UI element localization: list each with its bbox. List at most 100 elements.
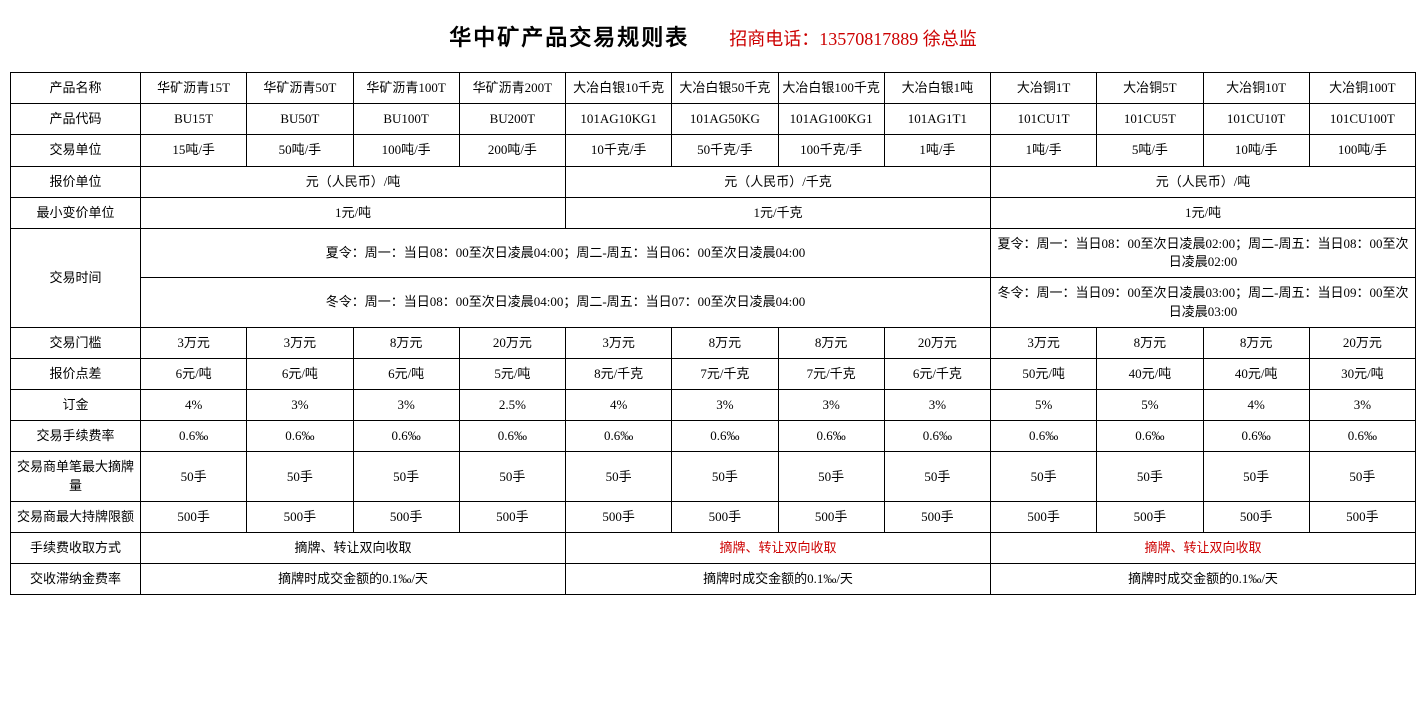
cell: 50手 [141, 452, 247, 501]
row-label: 交收滞纳金费率 [11, 564, 141, 595]
cell: 101CU5T [1097, 104, 1203, 135]
cell: 3% [778, 390, 884, 421]
cell: 50手 [247, 452, 353, 501]
cell: 6元/吨 [247, 358, 353, 389]
cell: 100吨/手 [1309, 135, 1415, 166]
cell: 华矿沥青200T [459, 73, 565, 104]
cell: 0.6‰ [1203, 421, 1309, 452]
cell: 摘牌、转让双向收取 [566, 533, 991, 564]
cell: 2.5% [459, 390, 565, 421]
cell: 5% [991, 390, 1097, 421]
cell: BU100T [353, 104, 459, 135]
cell: 大冶白银10千克 [566, 73, 672, 104]
cell: 0.6‰ [459, 421, 565, 452]
row-label: 交易单位 [11, 135, 141, 166]
cell: 3万元 [141, 327, 247, 358]
cell: 4% [566, 390, 672, 421]
cell: 40元/吨 [1203, 358, 1309, 389]
cell: 500手 [1309, 501, 1415, 532]
cell: 6元/吨 [353, 358, 459, 389]
cell: 0.6‰ [141, 421, 247, 452]
cell: 10吨/手 [1203, 135, 1309, 166]
cell: 101AG1T1 [884, 104, 990, 135]
cell: 大冶铜5T [1097, 73, 1203, 104]
cell: 大冶白银1吨 [884, 73, 990, 104]
cell: 0.6‰ [566, 421, 672, 452]
cell: 大冶铜10T [1203, 73, 1309, 104]
cell: 0.6‰ [353, 421, 459, 452]
cell: 500手 [247, 501, 353, 532]
cell: 50手 [459, 452, 565, 501]
cell: 华矿沥青50T [247, 73, 353, 104]
cell: 8万元 [672, 327, 778, 358]
cell: 大冶白银50千克 [672, 73, 778, 104]
cell: 8万元 [1097, 327, 1203, 358]
cell: 0.6‰ [247, 421, 353, 452]
cell: 3% [672, 390, 778, 421]
cell: 20万元 [1309, 327, 1415, 358]
cell: 500手 [672, 501, 778, 532]
cell: 500手 [884, 501, 990, 532]
cell: 50吨/手 [247, 135, 353, 166]
cell: 101CU10T [1203, 104, 1309, 135]
page-title: 华中矿产品交易规则表 [449, 20, 689, 52]
row-label: 订金 [11, 390, 141, 421]
cell: 5% [1097, 390, 1203, 421]
cell: 20万元 [884, 327, 990, 358]
table-row: 报价点差 6元/吨 6元/吨 6元/吨 5元/吨 8元/千克 7元/千克 7元/… [11, 358, 1416, 389]
cell: 3% [1309, 390, 1415, 421]
cell: 1元/吨 [141, 197, 566, 228]
cell: 7元/千克 [672, 358, 778, 389]
cell: 1吨/手 [991, 135, 1097, 166]
cell: 华矿沥青15T [141, 73, 247, 104]
cell: 200吨/手 [459, 135, 565, 166]
cell: 8万元 [1203, 327, 1309, 358]
cell: 0.6‰ [1309, 421, 1415, 452]
cell: 15吨/手 [141, 135, 247, 166]
table-row: 交易单位 15吨/手 50吨/手 100吨/手 200吨/手 10千克/手 50… [11, 135, 1416, 166]
cell: 5元/吨 [459, 358, 565, 389]
cell: 大冶白银100千克 [778, 73, 884, 104]
cell: 30元/吨 [1309, 358, 1415, 389]
cell: 50手 [1203, 452, 1309, 501]
cell: 8万元 [778, 327, 884, 358]
table-row: 交易时间 夏令：周一：当日08：00至次日凌晨04:00；周二-周五：当日06：… [11, 228, 1416, 277]
cell: 500手 [1097, 501, 1203, 532]
cell: 50手 [884, 452, 990, 501]
table-row: 产品名称 华矿沥青15T 华矿沥青50T 华矿沥青100T 华矿沥青200T 大… [11, 73, 1416, 104]
cell: 101CU100T [1309, 104, 1415, 135]
table-row: 交易门槛 3万元 3万元 8万元 20万元 3万元 8万元 8万元 20万元 3… [11, 327, 1416, 358]
cell: 0.6‰ [778, 421, 884, 452]
row-label: 交易门槛 [11, 327, 141, 358]
row-label: 产品名称 [11, 73, 141, 104]
header: 华中矿产品交易规则表 招商电话：13570817889 徐总监 [10, 20, 1416, 52]
contact-info: 招商电话：13570817889 徐总监 [729, 25, 977, 51]
cell: 4% [141, 390, 247, 421]
cell: 1元/吨 [991, 197, 1416, 228]
table-row: 交易手续费率 0.6‰ 0.6‰ 0.6‰ 0.6‰ 0.6‰ 0.6‰ 0.6… [11, 421, 1416, 452]
cell: 20万元 [459, 327, 565, 358]
row-label: 交易商最大持牌限额 [11, 501, 141, 532]
cell: 8元/千克 [566, 358, 672, 389]
cell: BU15T [141, 104, 247, 135]
cell: 冬令：周一：当日09：00至次日凌晨03:00；周二-周五：当日09：00至次日… [991, 278, 1416, 327]
cell: 3万元 [247, 327, 353, 358]
cell: 100千克/手 [778, 135, 884, 166]
cell: 冬令：周一：当日08：00至次日凌晨04:00；周二-周五：当日07：00至次日… [141, 278, 991, 327]
cell: 500手 [778, 501, 884, 532]
row-label: 报价单位 [11, 166, 141, 197]
cell: 101AG100KG1 [778, 104, 884, 135]
cell: 6元/吨 [141, 358, 247, 389]
cell: 3% [247, 390, 353, 421]
cell: 50手 [991, 452, 1097, 501]
cell: 50手 [1309, 452, 1415, 501]
cell: 101AG10KG1 [566, 104, 672, 135]
cell: 500手 [566, 501, 672, 532]
cell: 元（人民币）/千克 [566, 166, 991, 197]
cell: 50千克/手 [672, 135, 778, 166]
row-label: 报价点差 [11, 358, 141, 389]
cell: 3万元 [566, 327, 672, 358]
cell: 夏令：周一：当日08：00至次日凌晨02:00；周二-周五：当日08：00至次日… [991, 228, 1416, 277]
table-row: 交易商最大持牌限额 500手 500手 500手 500手 500手 500手 … [11, 501, 1416, 532]
table-row: 报价单位 元（人民币）/吨 元（人民币）/千克 元（人民币）/吨 [11, 166, 1416, 197]
